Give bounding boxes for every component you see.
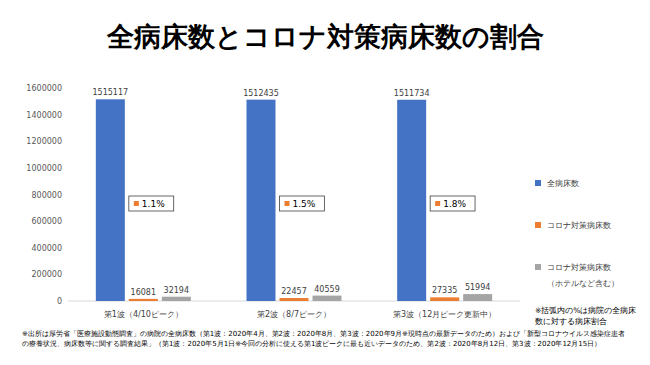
y-tick-label: 200000 [31, 270, 62, 279]
legend-label: コロナ対策病床数 [547, 221, 611, 230]
annotation-marker [435, 201, 440, 206]
data-label: 1511734 [394, 89, 430, 98]
bar [313, 296, 342, 301]
y-tick-label: 0 [57, 297, 62, 306]
annotation: 1.5% [293, 199, 316, 209]
annotation-marker [134, 201, 139, 206]
text-line: コロナ対策病床数 [547, 221, 611, 230]
text-line: コロナ対策病床数 [547, 263, 611, 272]
bar [96, 99, 125, 301]
legend-marker [535, 180, 541, 186]
y-tick-label: 600000 [31, 217, 62, 226]
y-tick-label: 1600000 [26, 84, 62, 93]
annotation-box [129, 196, 174, 211]
data-label: 40559 [314, 285, 339, 294]
y-tick-label: 800000 [31, 191, 62, 200]
bar [430, 297, 459, 301]
annotation: 1.1% [142, 199, 165, 209]
x-tick-label: 第2波（8/7ピーク） [257, 310, 331, 319]
bar [247, 100, 276, 301]
source: ※出所は厚労省「医療施設動態調査」の病院の全病床数（第1波：2020年4月、第2… [22, 330, 625, 348]
data-label: 22457 [281, 287, 306, 296]
title: 全病床数とコロナ対策病床数の割合 [106, 21, 544, 52]
annotation: 1.8% [443, 199, 466, 209]
annotation-marker [285, 201, 290, 206]
text-line: ※出所は厚労省「医療施設動態調査」の病院の全病床数（第1波：2020年4月、第2… [22, 330, 625, 338]
bar [280, 298, 309, 301]
annotation-box [430, 196, 475, 211]
bar [397, 100, 426, 301]
bar [162, 297, 191, 301]
text-line: 全病床数 [547, 179, 579, 188]
y-tick-label: 1000000 [26, 164, 62, 173]
data-label: 27335 [432, 286, 457, 295]
bar [463, 294, 492, 301]
note: ※括弧内の%は病院の全病床数に対する病床割合 [535, 306, 636, 326]
legend-marker [535, 264, 541, 270]
y-tick-label: 400000 [31, 244, 62, 253]
legend-label: コロナ対策病床数 （ホテルなど含む） [547, 263, 619, 288]
chart: 全病床数とコロナ対策病床数の割合 0 200000 400000 600000 80000… [0, 0, 650, 365]
y-tick-label: 1200000 [26, 137, 62, 146]
y-tick-label: 1400000 [26, 111, 62, 120]
bar [129, 299, 158, 301]
y-axis-range [68, 88, 69, 301]
x-tick-label: 第1波（4/10ピーク） [104, 310, 183, 319]
text-line: ※括弧内の%は病院の全病床 [535, 306, 636, 315]
data-label: 32194 [164, 286, 189, 295]
x-tick-label: 第3波（12月ピーク更新中） [393, 310, 496, 319]
data-label: 51994 [465, 283, 490, 292]
text-line: の療養状況、病床数等に関する調査結果」（第1波：2020年5月1日※今回の分析に… [22, 340, 601, 348]
text-line: （ホテルなど含む） [547, 279, 619, 288]
data-label: 1512435 [243, 89, 279, 98]
data-labels: 1515117 16081 32194 1512435 22457 40559 151173… [93, 88, 491, 297]
legend-marker [535, 222, 541, 228]
data-label: 16081 [131, 288, 156, 297]
data-label: 1515117 [93, 88, 129, 97]
annotation-box [280, 196, 325, 211]
bars [96, 99, 492, 301]
text-line: 数に対する病床割合 [535, 317, 607, 326]
legend-label: 全病床数 [547, 179, 579, 188]
